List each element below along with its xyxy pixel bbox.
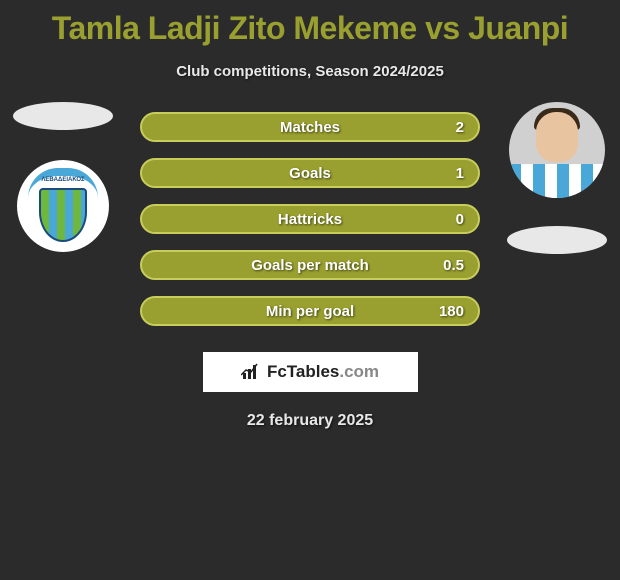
page-title: Tamla Ladji Zito Mekeme vs Juanpi [0, 0, 620, 47]
left-player-photo-placeholder [13, 102, 113, 130]
stat-label: Matches [280, 119, 340, 136]
brand-name: FcTables [267, 362, 339, 381]
right-player-avatar [509, 102, 605, 198]
stat-label: Min per goal [266, 303, 354, 320]
comparison-panel: ΛΕΒΑΔΕΙΑΚΟΣ Matches 2 Goals 1 Hattricks … [0, 112, 620, 326]
stat-value: 2 [456, 119, 464, 136]
stat-value: 180 [439, 303, 464, 320]
stat-bar-min-per-goal: Min per goal 180 [140, 296, 480, 326]
left-player-column: ΛΕΒΑΔΕΙΑΚΟΣ [8, 102, 118, 252]
stat-bar-goals: Goals 1 [140, 158, 480, 188]
date-text: 22 february 2025 [0, 412, 620, 430]
subtitle: Club competitions, Season 2024/2025 [0, 63, 620, 80]
brand-text: FcTables.com [267, 362, 379, 382]
badge-arc-text: ΛΕΒΑΔΕΙΑΚΟΣ [28, 168, 98, 198]
stat-value: 0 [456, 211, 464, 228]
stat-bars: Matches 2 Goals 1 Hattricks 0 Goals per … [140, 112, 480, 326]
right-player-column [502, 102, 612, 254]
stat-label: Goals [289, 165, 331, 182]
stat-bar-matches: Matches 2 [140, 112, 480, 142]
stat-bar-goals-per-match: Goals per match 0.5 [140, 250, 480, 280]
brand-tld: .com [339, 362, 379, 381]
avatar-jersey [509, 164, 605, 198]
stat-label: Hattricks [278, 211, 342, 228]
stat-bar-hattricks: Hattricks 0 [140, 204, 480, 234]
left-club-badge: ΛΕΒΑΔΕΙΑΚΟΣ [17, 160, 109, 252]
avatar-head [536, 112, 578, 162]
brand-box[interactable]: FcTables.com [203, 352, 418, 392]
stat-value: 0.5 [443, 257, 464, 274]
bar-chart-icon [241, 363, 261, 381]
stat-value: 1 [456, 165, 464, 182]
stat-label: Goals per match [251, 257, 369, 274]
right-club-badge-placeholder [507, 226, 607, 254]
